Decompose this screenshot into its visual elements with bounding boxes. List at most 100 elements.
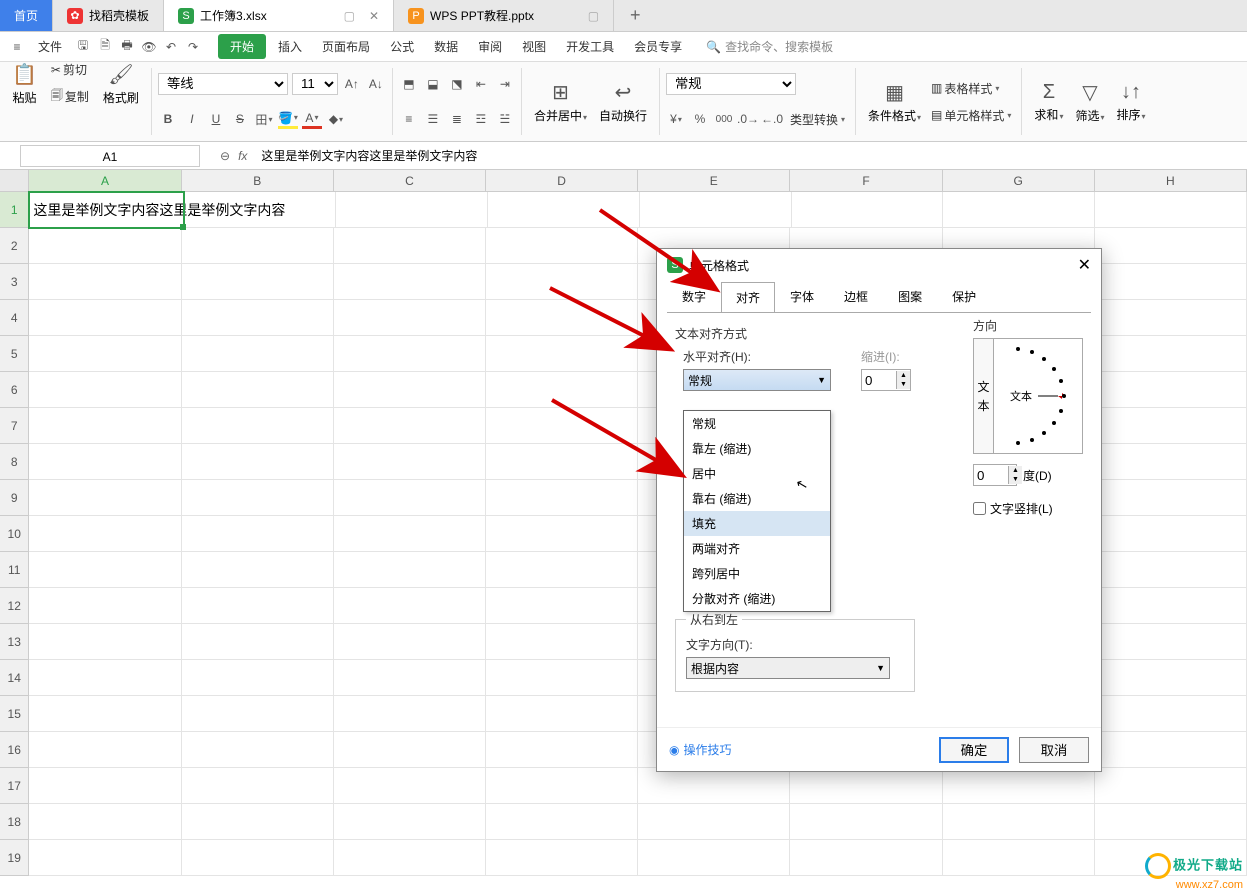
cell[interactable] <box>29 732 181 768</box>
cell[interactable] <box>29 768 181 804</box>
cell[interactable] <box>182 660 334 696</box>
cell[interactable] <box>1095 192 1247 228</box>
cell[interactable] <box>334 696 486 732</box>
cell[interactable] <box>334 264 486 300</box>
row-header[interactable]: 3 <box>0 264 29 300</box>
cell[interactable] <box>486 768 638 804</box>
cell[interactable] <box>1095 696 1247 732</box>
cell[interactable] <box>486 516 638 552</box>
menu-layout[interactable]: 页面布局 <box>314 34 378 59</box>
cell[interactable] <box>1095 372 1247 408</box>
cell[interactable] <box>1095 588 1247 624</box>
align-left-icon[interactable]: ≡ <box>399 109 419 129</box>
cell[interactable] <box>29 804 181 840</box>
distribute-icon[interactable]: ☱ <box>495 109 515 129</box>
copy-button[interactable]: 🗐复制 <box>47 84 93 109</box>
cell[interactable] <box>334 804 486 840</box>
tab-number[interactable]: 数字 <box>667 281 721 312</box>
cell[interactable] <box>29 696 181 732</box>
cell[interactable] <box>790 840 942 876</box>
fx-icon[interactable]: fx <box>238 149 247 163</box>
row-header[interactable]: 5 <box>0 336 29 372</box>
tab-template[interactable]: ✿ 找稻壳模板 <box>53 0 164 31</box>
cell[interactable] <box>29 840 181 876</box>
font-size-select[interactable]: 11 <box>292 73 338 95</box>
cancel-button[interactable]: 取消 <box>1019 737 1089 763</box>
align-middle-icon[interactable]: ⬓ <box>423 74 443 94</box>
direction-dial[interactable]: 文本 <box>994 339 1082 453</box>
cell[interactable] <box>486 372 638 408</box>
number-format-select[interactable]: 常规 <box>666 73 796 95</box>
font-name-select[interactable]: 等线 <box>158 73 288 95</box>
cell[interactable] <box>943 192 1095 228</box>
cell[interactable] <box>334 552 486 588</box>
menu-view[interactable]: 视图 <box>514 34 554 59</box>
spin-down-icon[interactable]: ▼ <box>1008 475 1022 484</box>
col-header[interactable]: H <box>1095 170 1247 191</box>
cell[interactable] <box>640 192 792 228</box>
cell[interactable] <box>486 408 638 444</box>
cell[interactable] <box>486 588 638 624</box>
cell[interactable] <box>29 552 181 588</box>
cell[interactable] <box>486 804 638 840</box>
cell[interactable] <box>182 408 334 444</box>
opt-normal[interactable]: 常规 <box>684 411 830 436</box>
redo-icon[interactable]: ↷ <box>184 38 202 56</box>
cell[interactable] <box>1095 660 1247 696</box>
spin-up-icon[interactable]: ▲ <box>896 371 910 380</box>
strike-button[interactable]: S <box>230 109 250 129</box>
tab-ppt[interactable]: P WPS PPT教程.pptx ▢ <box>394 0 614 31</box>
cell[interactable] <box>29 516 181 552</box>
align-center-icon[interactable]: ☰ <box>423 109 443 129</box>
col-header[interactable]: C <box>334 170 486 191</box>
comma-icon[interactable]: 000 <box>714 109 734 129</box>
col-header[interactable]: B <box>182 170 334 191</box>
cell[interactable] <box>29 660 181 696</box>
cell[interactable] <box>638 840 790 876</box>
cell[interactable] <box>1095 552 1247 588</box>
row-header[interactable]: 13 <box>0 624 29 660</box>
h-align-combo[interactable]: 常规▼ <box>683 369 831 391</box>
close-icon[interactable]: ✕ <box>369 9 379 23</box>
cell[interactable] <box>336 192 488 228</box>
cond-format-button[interactable]: ▦条件格式 <box>862 66 927 138</box>
cell[interactable] <box>486 552 638 588</box>
cell[interactable] <box>334 732 486 768</box>
cell[interactable] <box>486 840 638 876</box>
tab-align[interactable]: 对齐 <box>721 282 775 313</box>
cell[interactable] <box>1095 480 1247 516</box>
formula-input[interactable]: 这里是举例文字内容这里是举例文字内容 <box>255 145 1247 166</box>
cell[interactable] <box>29 372 181 408</box>
cell[interactable] <box>182 804 334 840</box>
cell[interactable] <box>486 300 638 336</box>
align-right-icon[interactable]: ≣ <box>447 109 467 129</box>
inc-decimal-icon[interactable]: .0→ <box>738 109 758 129</box>
spin-down-icon[interactable]: ▼ <box>896 380 910 389</box>
cell[interactable] <box>486 480 638 516</box>
cell[interactable] <box>182 552 334 588</box>
row-header[interactable]: 18 <box>0 804 29 840</box>
underline-button[interactable]: U <box>206 109 226 129</box>
cell[interactable] <box>182 696 334 732</box>
cell[interactable] <box>1095 300 1247 336</box>
row-header[interactable]: 15 <box>0 696 29 732</box>
spin-up-icon[interactable]: ▲ <box>1008 466 1022 475</box>
cell[interactable] <box>334 660 486 696</box>
row-header[interactable]: 17 <box>0 768 29 804</box>
cell[interactable] <box>29 624 181 660</box>
menu-insert[interactable]: 插入 <box>270 34 310 59</box>
tab-home[interactable]: 首页 <box>0 0 53 31</box>
cell[interactable] <box>334 588 486 624</box>
cell[interactable] <box>29 480 181 516</box>
name-box[interactable]: A1 <box>20 145 200 167</box>
font-color-button[interactable]: A <box>302 109 322 129</box>
cell[interactable] <box>790 804 942 840</box>
currency-icon[interactable]: ¥ <box>666 109 686 129</box>
cell[interactable] <box>638 804 790 840</box>
cell[interactable] <box>182 372 334 408</box>
cell[interactable] <box>1095 732 1247 768</box>
cell[interactable] <box>182 624 334 660</box>
cell[interactable] <box>1095 228 1247 264</box>
cell[interactable] <box>638 768 790 804</box>
select-all-corner[interactable] <box>0 170 29 191</box>
